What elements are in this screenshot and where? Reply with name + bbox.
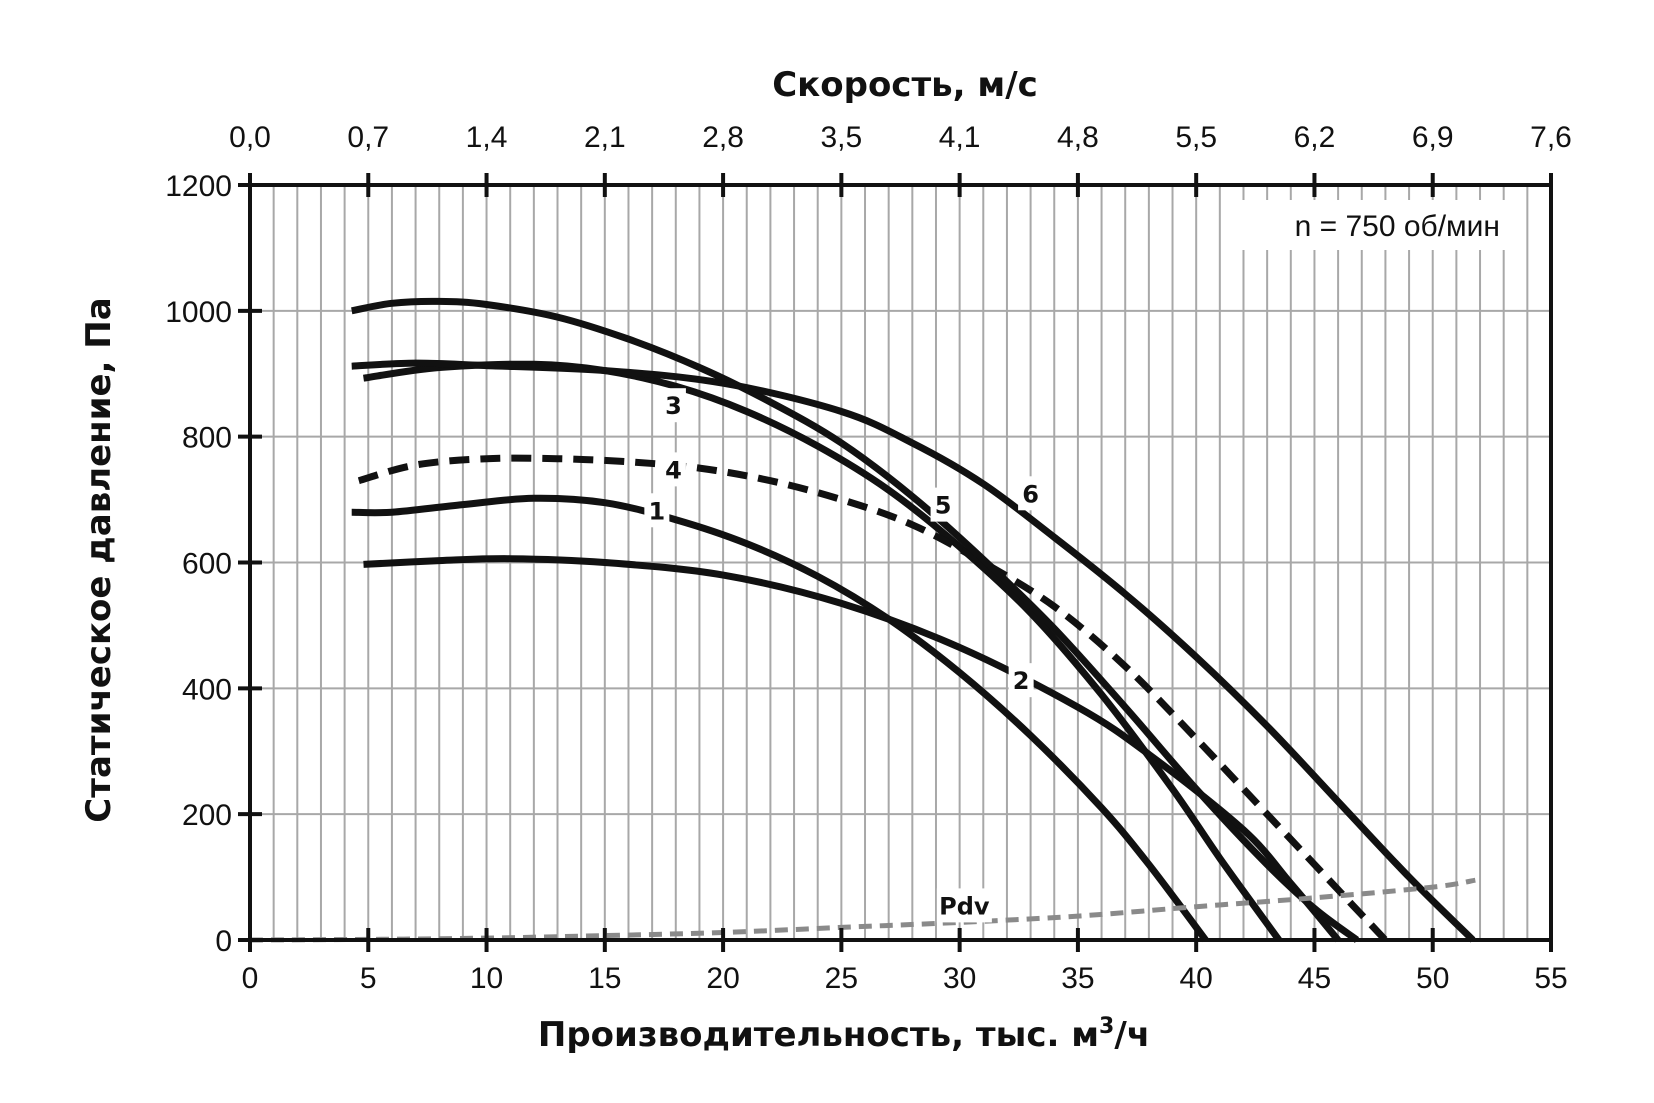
x-tick-label: 0 [242,962,259,995]
curve-label-1: 1 [649,497,666,525]
series-line-2 [363,555,1341,943]
x2-tick-label: 7,6 [1530,121,1572,154]
x2-tick-label: 6,9 [1412,121,1454,154]
x-axis-title-tail: /ч [1114,1015,1150,1055]
y-tick-label: 600 [182,548,232,581]
curve-label-2: 2 [1013,667,1030,695]
x-tick-label: 15 [588,962,621,995]
y-tick-label: 1200 [165,170,232,203]
x-tick-label: 25 [825,962,858,995]
x-axis-title-sup: 3 [1099,1014,1114,1039]
curve-label-bg [1018,476,1044,511]
curve-label-5: 5 [935,492,952,520]
series-line-6 [351,359,1476,943]
curve-label-bg [660,452,686,487]
x-tick-label: 35 [1061,962,1094,995]
x2-tick-label: 2,1 [584,121,626,154]
x2-tick-label: 2,8 [702,121,744,154]
ticks: 0 5 10 15 20 25 30 35 40 45 50 550,0 0,7 1,4 2,1 2,8 3,5… [165,121,1572,995]
annotation: n = 750 об/мин [1295,210,1500,243]
x2-tick-label: 0,0 [229,121,271,154]
x-tick-label: 55 [1534,962,1567,995]
curve-label-bg [936,888,992,923]
x2-tick-label: 6,2 [1294,121,1336,154]
y-tick-label: 200 [182,799,232,832]
series-line-5 [351,297,1360,943]
curve-label-6: 6 [1022,480,1039,508]
y-tick-label: 0 [215,925,232,958]
x2-tick-label: 4,1 [939,121,981,154]
y-tick-label: 400 [182,673,232,706]
x2-tick-label: 3,5 [821,121,863,154]
curve-labels: 1 2 3 4 5 6 Pdv [644,388,1044,923]
curve-label-3: 3 [665,392,682,420]
x-tick-label: 10 [470,962,503,995]
series-line-1 [351,494,1209,943]
annotation-box [1238,200,1512,250]
curve-label-4: 4 [665,456,682,484]
series-group [249,297,1476,943]
x-axis-title: Производительность, тыс. м3/ч [538,1014,1150,1055]
x-tick-label: 45 [1298,962,1331,995]
curve-label-pdv: Pdv [939,892,990,920]
x-axis-title-main: Производительность, тыс. м [538,1015,1099,1055]
x2-tick-label: 1,4 [466,121,508,154]
series-line-4 [357,454,1388,943]
y-axis-title: Статическое давление, Па [79,297,119,822]
x-tick-label: 30 [943,962,976,995]
y-tick-label: 800 [182,422,232,455]
x-tick-label: 40 [1179,962,1212,995]
curve-label-bg [1008,663,1034,698]
y-tick-label: 1000 [165,296,232,329]
x2-axis-title: Скорость, м/с [772,65,1038,105]
x2-tick-label: 0,7 [347,121,389,154]
curve-label-bg [644,493,670,528]
curve-label-bg [930,487,956,522]
x-tick-label: 20 [706,962,739,995]
x2-tick-label: 4,8 [1057,121,1099,154]
x-tick-label: 50 [1416,962,1449,995]
curve-label-bg [660,388,686,423]
x-tick-label: 5 [360,962,377,995]
x2-tick-label: 5,5 [1175,121,1217,154]
